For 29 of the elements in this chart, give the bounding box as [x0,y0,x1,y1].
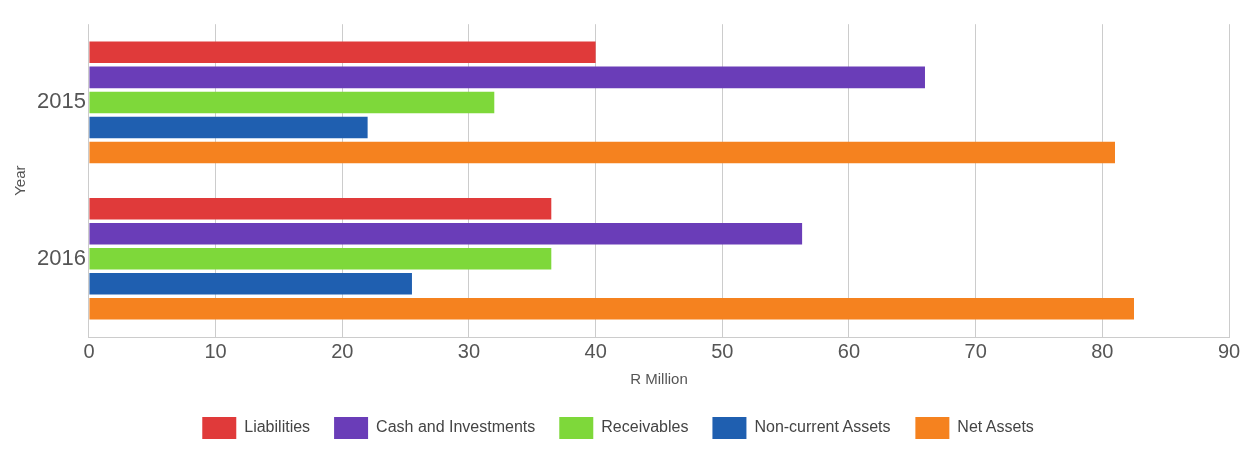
bar [89,41,596,64]
bar [89,197,552,220]
x-tick-label: 30 [457,339,481,362]
legend-label: Non-current Assets [754,418,891,436]
x-axis-title: R Million [630,370,688,388]
x-tick-label: 90 [1217,339,1241,362]
bar [89,141,1115,164]
bar [89,66,925,89]
y-tick-label: 2015 [36,88,86,114]
legend-label: Cash and Investments [376,418,536,436]
x-tick-label: 80 [1091,339,1114,362]
legend-label: Net Assets [957,418,1034,436]
legend-label: Liabilities [244,418,311,436]
legend-label: Receivables [601,418,689,436]
x-tick-label: 70 [964,339,987,362]
bar [89,91,495,114]
x-tick-label: 40 [584,339,607,362]
x-tick-label: 60 [837,339,861,362]
y-axis-title: Year [11,165,29,196]
bar [89,273,412,295]
bar [89,116,368,139]
bar [89,223,803,245]
x-tick-label: 0 [83,339,95,362]
bar [89,298,1134,320]
x-tick-label: 20 [331,339,354,362]
bar [89,248,552,270]
y-tick-label: 2016 [36,244,86,270]
x-tick-label: 10 [204,339,227,362]
x-tick-label: 50 [711,339,734,362]
